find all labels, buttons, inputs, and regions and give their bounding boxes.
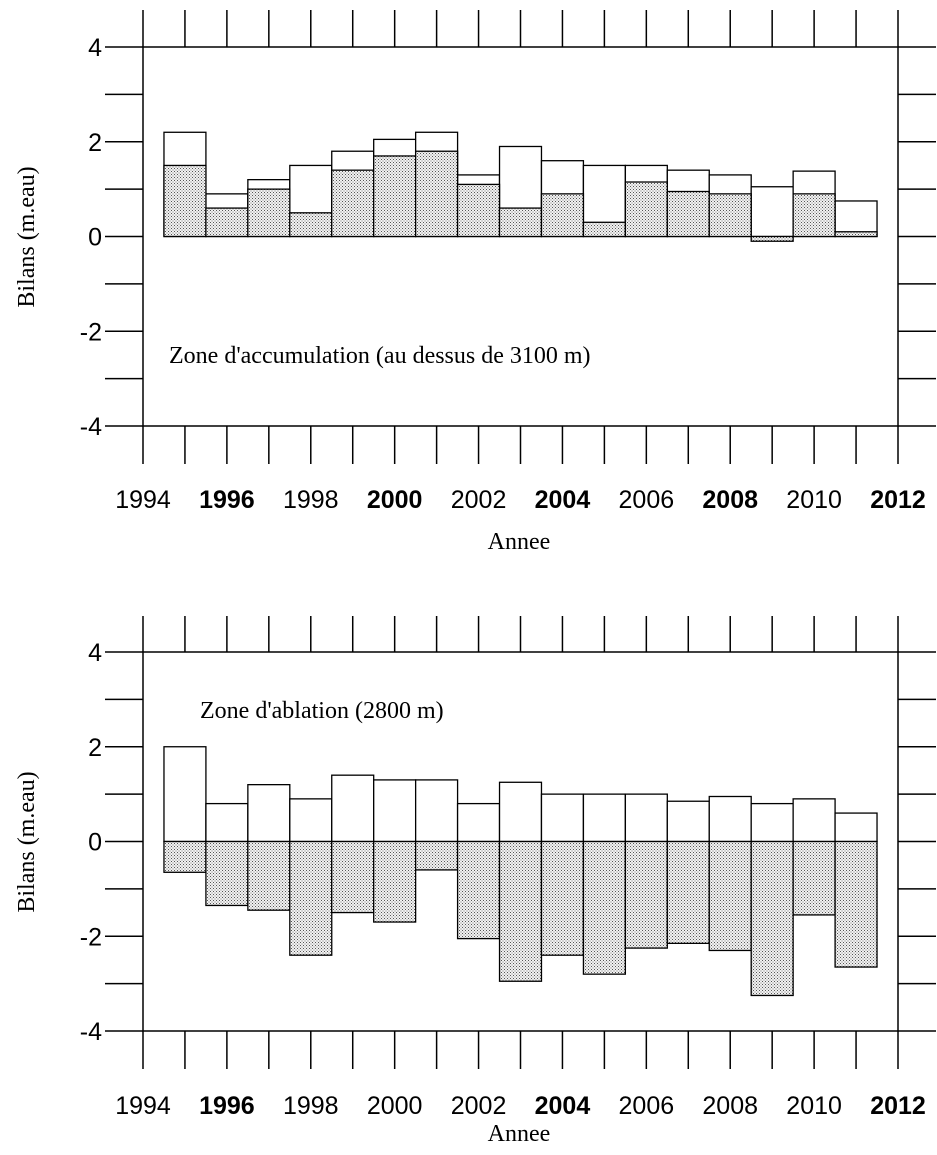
zone-annotation: Zone d'accumulation (au dessus de 3100 m… (169, 343, 591, 369)
zone-annotation: Zone d'ablation (2800 m) (200, 698, 444, 724)
stippled-bar-2010 (792, 840, 836, 916)
y-tick-label: 4 (88, 639, 102, 667)
stippled-bar-2001 (414, 150, 459, 238)
outline-bar-1997 (247, 784, 291, 843)
stippled-bar-2006 (624, 181, 668, 238)
outline-bar-1996 (205, 802, 249, 843)
outline-bar-2007 (666, 800, 710, 843)
outline-bar-2009 (750, 802, 794, 843)
stippled-bar-1995 (163, 840, 207, 873)
stippled-bar-1996 (205, 840, 249, 907)
stippled-bar-2000 (373, 840, 417, 923)
stippled-bar-1999 (331, 169, 375, 238)
stippled-bar-2003 (498, 840, 543, 982)
stippled-bar-2005 (582, 221, 627, 238)
stippled-bar-2002 (456, 840, 501, 940)
outline-bar-2004 (540, 793, 585, 843)
x-tick-label: 1996 (199, 1092, 255, 1120)
x-tick-label: 1998 (283, 1092, 339, 1120)
outline-bar-2011 (834, 812, 878, 843)
stippled-bar-1999 (331, 840, 375, 914)
outline-bar-2006 (624, 793, 668, 843)
y-tick-label: 0 (88, 224, 102, 252)
outline-bar-1995 (163, 746, 207, 843)
stippled-bar-2009 (750, 235, 794, 242)
stippled-bar-2005 (582, 840, 627, 975)
x-tick-label: 2010 (786, 486, 842, 514)
x-tick-label: 2000 (367, 486, 423, 514)
stippled-bar-2007 (666, 190, 710, 238)
x-tick-label: 2010 (786, 1092, 842, 1120)
x-tick-label: 1994 (115, 486, 171, 514)
x-tick-label: 2002 (451, 486, 507, 514)
x-axis-title: Annee (488, 1121, 551, 1147)
y-tick-label: 2 (88, 734, 102, 762)
x-tick-label: 2012 (870, 486, 926, 514)
outline-bar-1999 (331, 774, 375, 843)
stippled-bar-2000 (373, 155, 417, 238)
stippled-bar-2009 (750, 840, 794, 997)
outline-bar-2000 (373, 779, 417, 843)
y-tick-label: -4 (80, 1018, 102, 1046)
stippled-bar-2001 (414, 840, 459, 871)
stippled-bar-2010 (792, 193, 836, 238)
y-tick-label: 4 (88, 34, 102, 62)
outline-bar-1998 (289, 798, 333, 843)
stippled-bar-2002 (456, 183, 501, 238)
x-tick-label: 2006 (619, 486, 675, 514)
x-tick-label: 2012 (870, 1092, 926, 1120)
stippled-bar-2008 (708, 840, 752, 952)
outline-bar-2009 (750, 186, 794, 238)
stippled-bar-1996 (205, 207, 249, 238)
stippled-bar-2003 (498, 207, 543, 238)
chart-panel-accumulation: Zone d'accumulation (au dessus de 3100 m… (14, 10, 936, 555)
x-tick-label: 2004 (535, 1092, 591, 1120)
stippled-bar-1997 (247, 840, 291, 911)
stippled-bar-2004 (540, 193, 585, 238)
x-tick-label: 2008 (702, 1092, 758, 1120)
x-tick-label: 2000 (367, 1092, 423, 1120)
outline-bar-2008 (708, 795, 752, 843)
x-tick-label: 1994 (115, 1092, 171, 1120)
stippled-bar-1995 (163, 164, 207, 238)
outline-bar-2001 (414, 779, 459, 843)
x-tick-label: 2008 (702, 486, 758, 514)
x-tick-label: 1998 (283, 486, 339, 514)
outline-bar-2003 (498, 781, 543, 843)
y-tick-label: -4 (80, 413, 102, 441)
stippled-bar-2011 (834, 231, 878, 238)
stippled-bar-1998 (289, 840, 333, 956)
stippled-bar-2011 (834, 840, 878, 968)
x-tick-label: 2006 (619, 1092, 675, 1120)
x-axis-title: Annee (488, 529, 551, 555)
stippled-bar-2004 (540, 840, 585, 956)
stippled-bar-2006 (624, 840, 668, 949)
chart-panel-ablation: Zone d'ablation (2800 m) Annee Bilans (m… (14, 616, 936, 1147)
outline-bar-2010 (792, 798, 836, 843)
y-tick-label: -2 (80, 318, 102, 346)
x-tick-label: 2004 (535, 486, 591, 514)
outline-bar-2005 (582, 793, 627, 843)
y-tick-label: 0 (88, 829, 102, 857)
stippled-bar-1998 (289, 212, 333, 238)
stippled-bar-1997 (247, 188, 291, 238)
x-tick-label: 2002 (451, 1092, 507, 1120)
y-axis-title: Bilans (m.eau) (14, 771, 40, 912)
y-tick-label: -2 (80, 923, 102, 951)
stippled-bar-2007 (666, 840, 710, 945)
y-axis-title: Bilans (m.eau) (14, 166, 40, 307)
stippled-bar-2008 (708, 193, 752, 238)
y-tick-label: 2 (88, 129, 102, 157)
x-tick-label: 1996 (199, 486, 255, 514)
outline-bar-2002 (456, 802, 501, 843)
